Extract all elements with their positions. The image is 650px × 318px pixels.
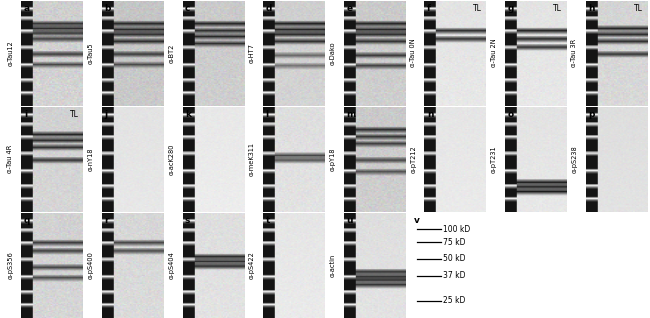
Text: α-Dako: α-Dako (330, 41, 335, 65)
Text: 37 kD: 37 kD (443, 271, 465, 280)
Text: TL: TL (70, 110, 79, 119)
Text: f: f (427, 4, 431, 13)
Text: α-pT212: α-pT212 (410, 145, 416, 173)
Text: p: p (588, 110, 594, 119)
Text: o: o (508, 110, 514, 119)
Text: TL: TL (634, 4, 643, 13)
Text: TL: TL (473, 4, 482, 13)
Text: v: v (413, 216, 419, 225)
Text: m: m (346, 110, 356, 119)
Text: α-HT7: α-HT7 (249, 43, 255, 63)
Text: 25 kD: 25 kD (443, 296, 465, 305)
Text: α-pS238: α-pS238 (571, 145, 577, 173)
Text: g: g (508, 4, 514, 13)
Text: α-pT231: α-pT231 (491, 145, 497, 173)
Text: α-pS422: α-pS422 (249, 251, 255, 279)
Text: n: n (427, 110, 434, 119)
Text: α-pS356: α-pS356 (7, 251, 13, 279)
Text: c: c (185, 4, 190, 13)
Text: α-pY18: α-pY18 (330, 147, 335, 171)
Text: l: l (266, 110, 268, 119)
Text: 75 kD: 75 kD (443, 238, 465, 246)
Text: k: k (185, 110, 191, 119)
Text: e: e (346, 4, 352, 13)
Text: α-Tau 0N: α-Tau 0N (410, 39, 416, 67)
Text: s: s (185, 216, 190, 225)
Text: t: t (266, 216, 270, 225)
Text: α-pS404: α-pS404 (168, 251, 174, 279)
Text: α-nY18: α-nY18 (88, 147, 94, 171)
Text: r: r (105, 216, 109, 225)
Text: q: q (24, 216, 30, 225)
Text: a: a (24, 4, 30, 13)
Text: 100 kD: 100 kD (443, 225, 470, 234)
Text: α-Tau5: α-Tau5 (88, 42, 94, 64)
Text: 50 kD: 50 kD (443, 254, 465, 263)
Text: α-Tau 3R: α-Tau 3R (571, 39, 577, 67)
Text: α-acK280: α-acK280 (168, 143, 174, 175)
Text: h: h (588, 4, 595, 13)
Text: α-actin: α-actin (330, 253, 335, 277)
Text: α-Tau 2N: α-Tau 2N (491, 39, 497, 67)
Text: i: i (24, 110, 27, 119)
Text: α-meK311: α-meK311 (249, 142, 255, 176)
Text: α-Tau12: α-Tau12 (7, 40, 13, 66)
Text: TL: TL (553, 4, 562, 13)
Text: j: j (105, 110, 107, 119)
Text: α-BT2: α-BT2 (168, 44, 174, 63)
Text: d: d (266, 4, 272, 13)
Text: b: b (105, 4, 111, 13)
Text: u: u (346, 216, 353, 225)
Text: α-pS400: α-pS400 (88, 251, 94, 279)
Text: α-Tau 4R: α-Tau 4R (7, 145, 13, 173)
